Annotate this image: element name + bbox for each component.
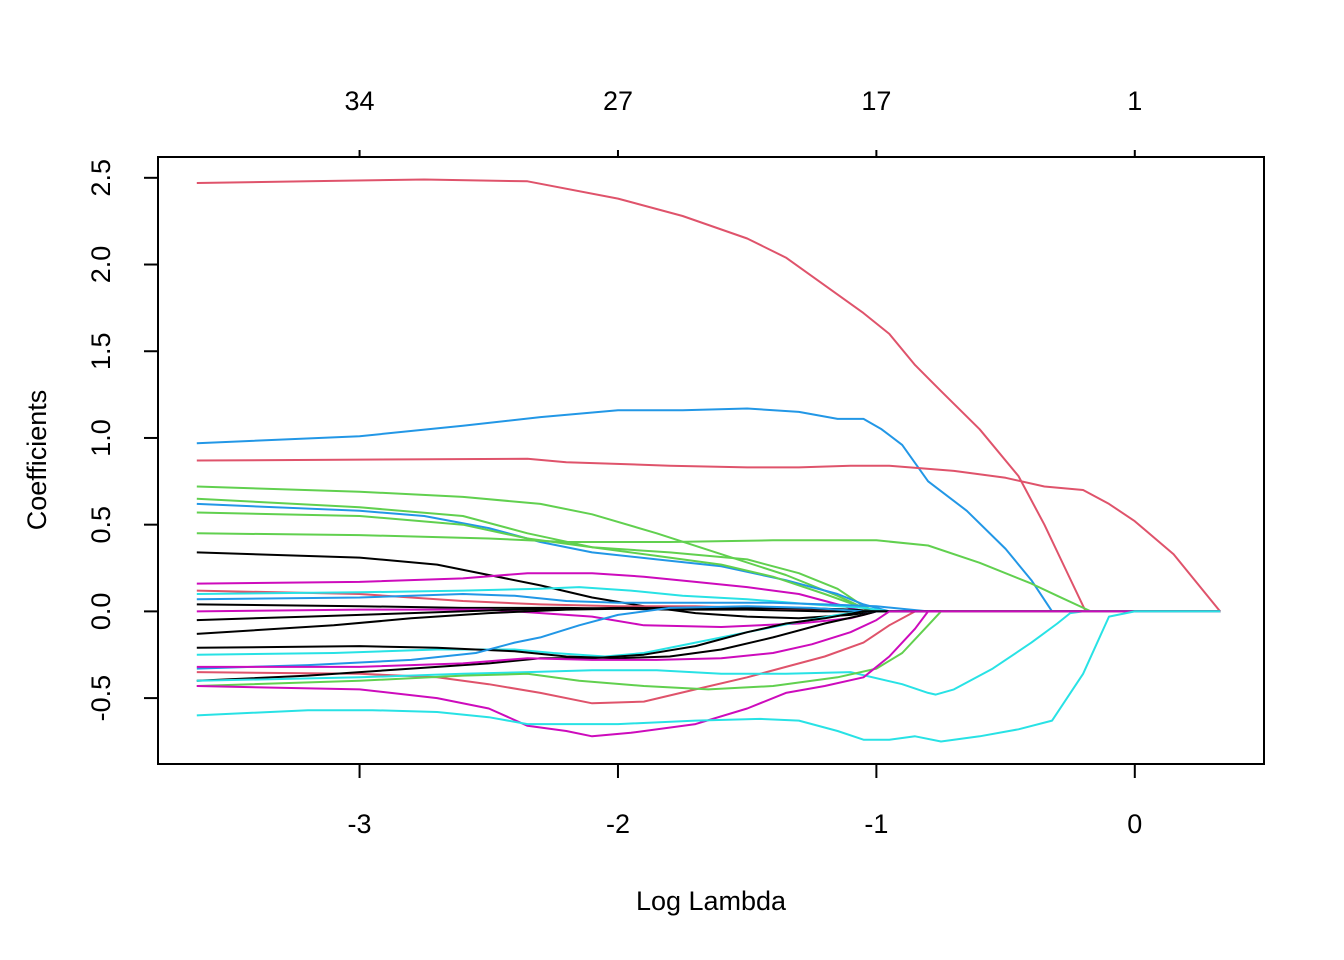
x-tick-label: -2 [606, 809, 630, 839]
y-tick-label: 1.5 [86, 332, 116, 370]
series-lines [196, 178, 1221, 743]
coefficient-path-13 [196, 593, 1221, 613]
coefficient-path-21 [196, 605, 1221, 670]
coefficient-path-26 [196, 610, 1221, 738]
bottom-axis: -3 -2 -1 0 [348, 764, 1142, 839]
y-tick-label: 1.0 [86, 419, 116, 457]
y-tick-label: 2.5 [86, 159, 116, 197]
coefficient-path-1 [196, 178, 1221, 613]
y-tick-label: -0.5 [86, 675, 116, 722]
coefficient-path-12 [196, 586, 1221, 613]
top-tick-label: 34 [345, 86, 375, 116]
top-tick-label: 27 [603, 86, 633, 116]
coefficient-path-3 [196, 457, 1221, 613]
coefficient-path-24 [196, 610, 1221, 696]
coefficient-path-27 [196, 610, 1221, 743]
left-axis: -0.5 0.0 0.5 1.0 1.5 2.0 2.5 [86, 159, 158, 721]
y-tick-label: 0.5 [86, 506, 116, 544]
y-tick-label: 2.0 [86, 246, 116, 284]
x-tick-label: -1 [864, 809, 888, 839]
coefficient-path-6 [196, 502, 1221, 613]
coefficient-path-19 [196, 610, 1221, 658]
x-axis-title: Log Lambda [636, 886, 787, 916]
plot-frame [157, 156, 1265, 765]
coefficient-path-20 [196, 610, 1221, 660]
top-tick-label: 17 [861, 86, 891, 116]
x-tick-label: -3 [348, 809, 372, 839]
coefficient-path-8 [196, 532, 1221, 613]
coefficient-path-2 [196, 407, 1221, 613]
y-tick-label: 0.0 [86, 593, 116, 631]
top-tick-label: 1 [1127, 86, 1142, 116]
y-axis-title: Coefficients [22, 390, 52, 531]
coefficient-path-23 [196, 610, 1221, 668]
coefficient-path-22 [196, 610, 1221, 682]
coefficient-path-25 [196, 610, 1221, 691]
x-tick-label: 0 [1127, 809, 1142, 839]
coefficient-path-5 [196, 497, 1221, 613]
top-axis: 34 27 17 1 [345, 86, 1142, 157]
